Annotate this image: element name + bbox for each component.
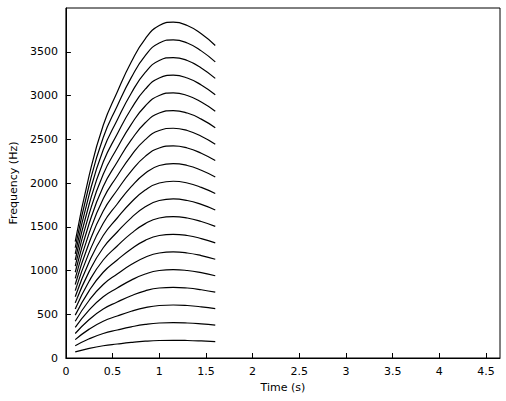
svg-text:3500: 3500 [30, 45, 58, 58]
svg-text:1500: 1500 [30, 220, 58, 233]
svg-text:1.5: 1.5 [197, 365, 215, 378]
svg-text:Frequency (Hz): Frequency (Hz) [7, 142, 20, 225]
svg-text:3: 3 [342, 365, 349, 378]
svg-text:1: 1 [156, 365, 163, 378]
svg-text:0: 0 [51, 352, 58, 365]
svg-text:2: 2 [249, 365, 256, 378]
svg-text:4.5: 4.5 [477, 365, 495, 378]
svg-text:2500: 2500 [30, 133, 58, 146]
svg-text:2.5: 2.5 [291, 365, 309, 378]
svg-text:500: 500 [37, 308, 58, 321]
svg-text:0: 0 [62, 365, 69, 378]
svg-text:2000: 2000 [30, 177, 58, 190]
svg-text:3.5: 3.5 [384, 365, 402, 378]
svg-text:1000: 1000 [30, 264, 58, 277]
svg-text:3000: 3000 [30, 89, 58, 102]
svg-text:0.5: 0.5 [104, 365, 122, 378]
svg-text:4: 4 [436, 365, 443, 378]
svg-text:Time (s): Time (s) [260, 381, 306, 394]
